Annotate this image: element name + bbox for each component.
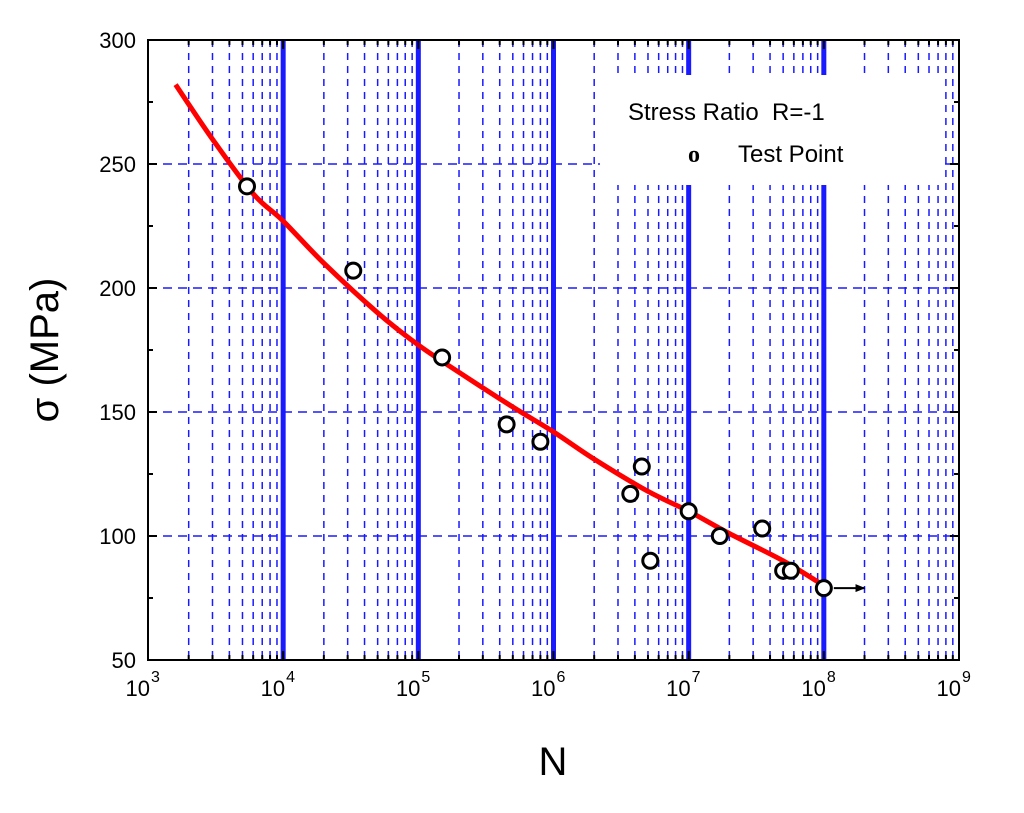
test-point [641,551,660,570]
x-tick-label-base: 10 [126,676,150,701]
test-point [433,348,452,367]
x-tick-label-exponent: 9 [962,669,971,686]
y-tick-labels: 50 100 150 200 250 300 [99,28,136,673]
x-tick-labels: 10 3 10 4 10 5 10 6 10 7 10 8 10 9 [126,669,971,701]
test-point [679,502,698,521]
x-tick-label-exponent: 7 [692,669,701,686]
x-tick-label-exponent: 3 [151,669,160,686]
test-point [497,415,516,434]
x-tick-label-base: 10 [937,676,961,701]
test-point [344,261,363,280]
y-tick-label: 200 [99,276,136,301]
x-tick-label-exponent: 8 [827,669,836,686]
y-tick-label: 250 [99,152,136,177]
x-tick-label-base: 10 [531,676,555,701]
x-tick-label-exponent: 6 [557,669,566,686]
legend-marker-glyph: o [688,142,700,168]
x-tick-label-base: 10 [396,676,420,701]
legend-entry-label: Test Point [738,141,844,168]
y-tick-label: 300 [99,28,136,53]
test-point [531,432,550,451]
x-tick-label-exponent: 4 [286,669,295,686]
x-tick-label-base: 10 [666,676,690,701]
test-point [621,484,640,503]
y-axis-title: σ (MPa) [23,278,67,423]
data-points [237,177,833,598]
test-point [237,177,256,196]
x-axis-title: N [539,740,568,784]
test-point [781,561,800,580]
y-tick-label: 150 [99,400,136,425]
x-tick-label-base: 10 [261,676,285,701]
legend: Stress Ratio R=-1 o Test Point [600,75,945,185]
fit-curve [173,83,826,588]
test-point [632,457,651,476]
x-tick-label-exponent: 5 [421,669,430,686]
test-point [753,519,772,538]
test-point [814,579,833,598]
legend-title: Stress Ratio R=-1 [628,99,825,126]
y-tick-label: 50 [112,648,136,673]
test-point [710,527,729,545]
axis-ticks [147,39,959,661]
decade-lines [280,40,827,660]
legend-box [600,75,945,185]
x-tick-label-base: 10 [801,676,825,701]
y-tick-label: 100 [99,524,136,549]
